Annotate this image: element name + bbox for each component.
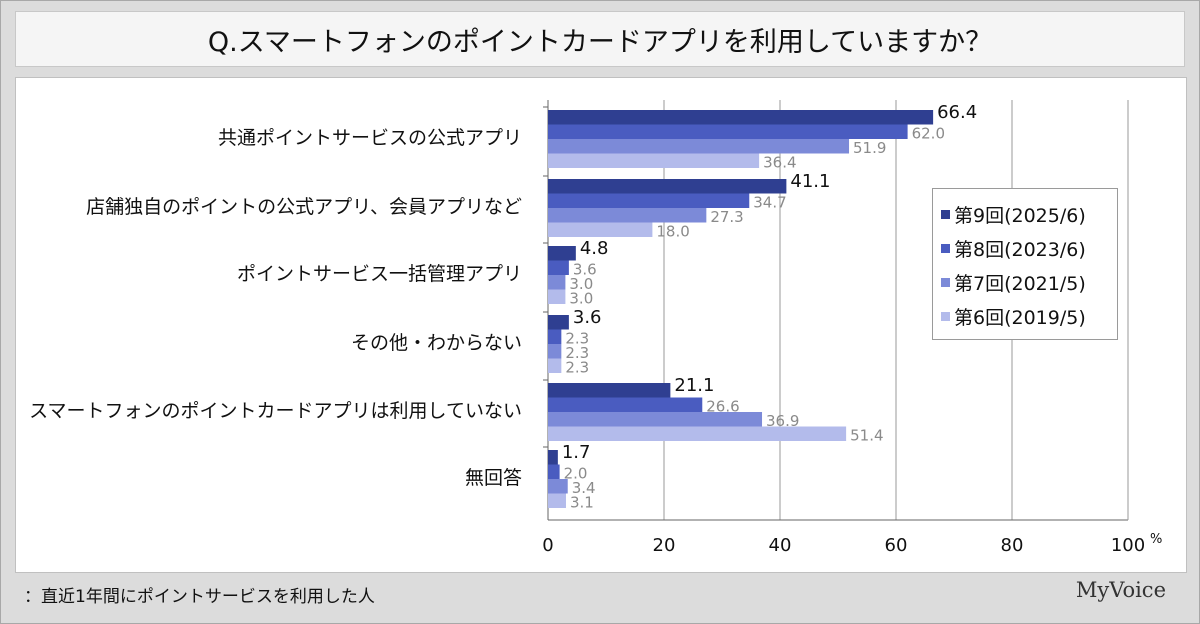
legend-label: 第7回(2021/5) [954, 272, 1086, 295]
data-label: 3.6 [573, 261, 597, 279]
bar [548, 222, 653, 237]
category-label: 無回答 [464, 467, 522, 489]
data-label: 2.3 [565, 344, 589, 362]
bar [548, 260, 569, 275]
brand-logo: MyVoice [1075, 578, 1166, 602]
legend-label: 第8回(2023/6) [954, 238, 1086, 261]
x-tick-label: 0 [542, 535, 553, 556]
footnote: ：直近1年間にポイントサービスを利用した人 [24, 587, 375, 607]
legend-item: 第9回(2025/6) [941, 197, 1109, 231]
legend-item: 第7回(2021/5) [941, 265, 1109, 299]
bar [548, 153, 760, 168]
category-label: その他・わからない [350, 332, 522, 354]
bar [548, 246, 576, 261]
legend-label: 第9回(2025/6) [954, 204, 1086, 227]
data-label: 51.4 [850, 427, 883, 445]
bar [548, 179, 787, 194]
data-label: 2.3 [565, 359, 589, 377]
bar [548, 208, 707, 223]
data-label: 36.9 [766, 412, 799, 430]
legend-item: 第6回(2019/5) [941, 299, 1109, 333]
category-label: 店舗独自のポイントの公式アプリ、会員アプリなど [86, 196, 522, 218]
category-label: ポイントサービス一括管理アプリ [236, 263, 522, 285]
bar [548, 412, 763, 427]
bar [548, 493, 566, 508]
x-tick-label: 80 [1001, 535, 1024, 556]
bar [548, 426, 847, 441]
legend-swatch [941, 243, 950, 253]
x-axis-unit: % [1150, 532, 1162, 547]
legend-item: 第8回(2023/6) [941, 231, 1109, 265]
data-label: 2.0 [564, 465, 588, 483]
data-label: 34.7 [753, 194, 786, 212]
data-label: 3.0 [569, 290, 593, 308]
legend-swatch [941, 277, 950, 287]
bar [548, 289, 566, 304]
legend-label: 第6回(2019/5) [954, 306, 1086, 329]
data-label: 3.4 [572, 479, 596, 497]
data-label: 27.3 [710, 208, 743, 226]
data-label: 41.1 [790, 171, 830, 192]
data-label: 36.4 [763, 154, 796, 172]
x-tick-label: 20 [653, 535, 676, 556]
chart-title: Q.スマートフォンのポイントカードアプリを利用していますか？ [15, 11, 1185, 67]
bar [548, 450, 558, 465]
bar [548, 329, 562, 344]
bar [548, 124, 908, 139]
bar [548, 315, 569, 330]
data-label: 21.1 [674, 375, 714, 396]
data-label: 51.9 [853, 139, 886, 157]
bar [548, 383, 671, 398]
data-label: 62.0 [912, 125, 945, 143]
bar [548, 110, 934, 125]
legend: 第9回(2025/6) 第8回(2023/6) 第7回(2021/5) 第6回(201… [932, 188, 1118, 340]
bar [548, 139, 850, 154]
bar [548, 344, 562, 359]
data-label: 3.0 [569, 275, 593, 293]
category-label: 共通ポイントサービスの公式アプリ [217, 127, 522, 149]
legend-swatch [941, 209, 950, 219]
bar [548, 275, 566, 290]
bar [548, 193, 750, 208]
data-label: 26.6 [706, 398, 739, 416]
data-label: 18.0 [656, 223, 689, 241]
data-label: 1.7 [562, 442, 591, 463]
bar [548, 479, 568, 494]
x-tick-label: 100 [1111, 535, 1145, 556]
category-label: スマートフォンのポイントカードアプリは利用していない [29, 400, 522, 422]
data-label: 4.8 [580, 238, 609, 259]
bar [548, 358, 562, 373]
x-tick-label: 40 [769, 535, 792, 556]
data-label: 66.4 [937, 102, 977, 123]
bar [548, 464, 560, 479]
data-label: 3.6 [573, 307, 602, 328]
bar [548, 397, 703, 412]
data-label: 2.3 [565, 330, 589, 348]
x-tick-label: 60 [885, 535, 908, 556]
legend-swatch [941, 311, 950, 321]
data-label: 3.1 [570, 494, 594, 512]
